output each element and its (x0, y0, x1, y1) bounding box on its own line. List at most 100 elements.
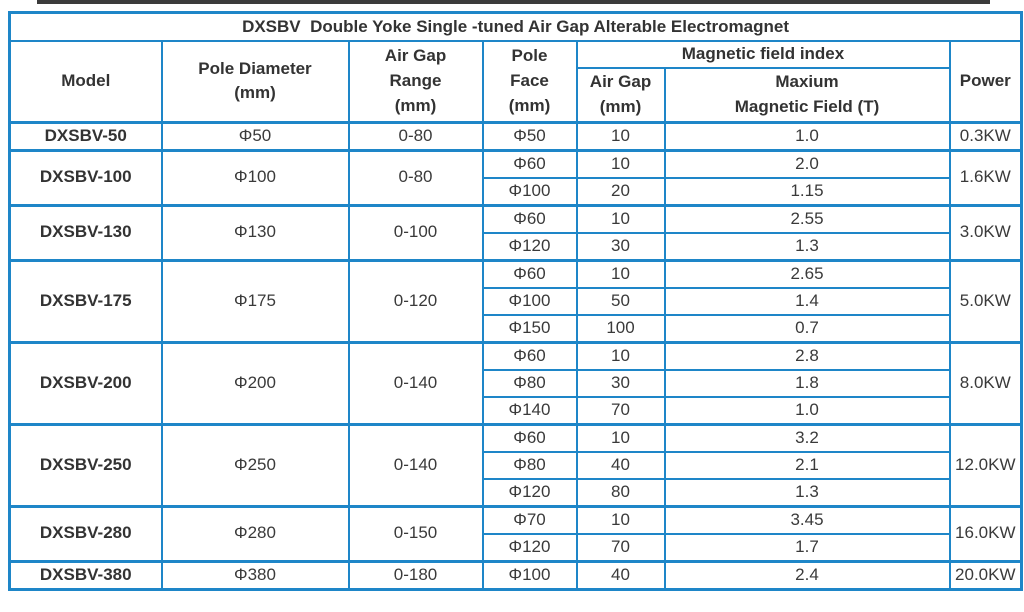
col-header-max-field: Maxium Magnetic Field (T) (663, 66, 951, 124)
electromagnet-spec-table: DXSBV Double Yoke Single -tuned Air Gap … (8, 11, 1024, 591)
pole-face-cell: Φ60 (481, 340, 578, 371)
table-row: DXSBV-130 Φ130 0-100 Φ60 10 2.55 3.0KW (8, 203, 1023, 262)
col-header-model: Model (8, 39, 163, 124)
power-cell: 16.0KW (948, 504, 1023, 563)
air-gap-range-cell: 0-120 (347, 258, 484, 344)
table-row: DXSBV-100 Φ100 0-80 Φ60 10 2.0 1.6KW (8, 148, 1023, 207)
max-field-cell: 2.55 (663, 203, 951, 234)
pole-face-cell: Φ150 (481, 313, 578, 344)
table-row: Φ120 70 1.7 (10, 532, 1022, 563)
power-cell: 20.0KW (948, 559, 1023, 591)
air-gap-cell: 40 (575, 450, 666, 480)
table-row: Φ100 20 1.15 (10, 176, 1022, 207)
pole-face-cell: Φ100 (481, 559, 578, 591)
pole-face-cell: Φ120 (481, 532, 578, 563)
air-gap-cell: 20 (575, 176, 666, 207)
max-field-cell: 2.1 (663, 450, 951, 480)
top-horizontal-rule (37, 0, 990, 4)
air-gap-cell: 70 (575, 395, 666, 426)
model-cell: DXSBV-280 (8, 504, 163, 563)
max-field-cell: 2.0 (663, 148, 951, 179)
model-cell: DXSBV-250 (8, 422, 163, 508)
air-gap-range-cell: 0-80 (347, 148, 484, 207)
pole-face-cell: Φ60 (481, 422, 578, 453)
max-field-cell: 1.7 (663, 532, 951, 563)
table-row: DXSBV-50 Φ50 0-80 Φ50 10 1.0 0.3KW (8, 120, 1023, 152)
col-header-air-gap-range: Air Gap Range (mm) (347, 39, 484, 124)
air-gap-cell: 10 (575, 340, 666, 371)
power-cell: 5.0KW (948, 258, 1023, 344)
power-cell: 1.6KW (948, 148, 1023, 207)
air-gap-cell: 80 (575, 477, 666, 508)
max-field-cell: 1.8 (663, 368, 951, 398)
pole-face-cell: Φ60 (481, 258, 578, 289)
table-row: Φ80 30 1.8 (10, 368, 1022, 398)
air-gap-cell: 10 (575, 504, 666, 535)
pole-face-cell: Φ80 (481, 368, 578, 398)
pole-diameter-cell: Φ50 (160, 120, 350, 152)
pole-face-cell: Φ100 (481, 286, 578, 316)
pole-face-cell: Φ140 (481, 395, 578, 426)
pole-face-cell: Φ120 (481, 231, 578, 262)
col-header-pole-face: Pole Face (mm) (481, 39, 578, 124)
table-row: DXSBV-280 Φ280 0-150 Φ70 10 3.45 16.0KW (8, 504, 1023, 563)
table-body: DXSBV-50 Φ50 0-80 Φ50 10 1.0 0.3KW DXSBV-100 Φ10… (8, 120, 1023, 591)
air-gap-range-cell: 0-100 (347, 203, 484, 262)
max-field-cell: 1.3 (663, 477, 951, 508)
header-row-sub: Air Gap (mm) Maxium Magnetic Field (T) (10, 66, 1022, 124)
pole-diameter-cell: Φ250 (160, 422, 350, 508)
model-cell: DXSBV-200 (8, 340, 163, 426)
max-field-cell: 1.0 (663, 395, 951, 426)
air-gap-cell: 100 (575, 313, 666, 344)
max-field-cell: 1.0 (663, 120, 951, 152)
table-row: DXSBV-380 Φ380 0-180 Φ100 40 2.4 20.0KW (8, 559, 1023, 591)
air-gap-cell: 30 (575, 231, 666, 262)
table-row: Φ100 50 1.4 (10, 286, 1022, 316)
power-cell: 12.0KW (948, 422, 1023, 508)
col-header-power: Power (948, 39, 1023, 124)
power-cell: 3.0KW (948, 203, 1023, 262)
table-row: Φ120 30 1.3 (10, 231, 1022, 262)
max-field-cell: 1.4 (663, 286, 951, 316)
power-cell: 8.0KW (948, 340, 1023, 426)
table-row: DXSBV-175 Φ175 0-120 Φ60 10 2.65 5.0KW (8, 258, 1023, 344)
pole-diameter-cell: Φ100 (160, 148, 350, 207)
max-field-cell: 2.4 (663, 559, 951, 591)
pole-diameter-cell: Φ380 (160, 559, 350, 591)
table-title: DXSBV Double Yoke Single -tuned Air Gap … (8, 11, 1023, 42)
air-gap-range-cell: 0-180 (347, 559, 484, 591)
pole-face-cell: Φ80 (481, 450, 578, 480)
title-row: DXSBV Double Yoke Single -tuned Air Gap … (8, 11, 1023, 42)
air-gap-cell: 50 (575, 286, 666, 316)
model-cell: DXSBV-50 (8, 120, 163, 152)
air-gap-cell: 30 (575, 368, 666, 398)
pole-face-cell: Φ70 (481, 504, 578, 535)
table-row: Φ150 100 0.7 (10, 313, 1022, 344)
col-header-air-gap: Air Gap (mm) (575, 66, 666, 124)
pole-face-cell: Φ50 (481, 120, 578, 152)
max-field-cell: 2.8 (663, 340, 951, 371)
power-cell: 0.3KW (948, 120, 1023, 152)
table-row: Φ80 40 2.1 (10, 450, 1022, 480)
pole-face-cell: Φ60 (481, 203, 578, 234)
air-gap-range-cell: 0-80 (347, 120, 484, 152)
max-field-cell: 3.45 (663, 504, 951, 535)
pole-diameter-cell: Φ130 (160, 203, 350, 262)
pole-diameter-cell: Φ280 (160, 504, 350, 563)
header-row-top: Model Pole Diameter (mm) Air Gap Range (… (8, 39, 1023, 124)
air-gap-cell: 10 (575, 120, 666, 152)
model-cell: DXSBV-380 (8, 559, 163, 591)
table-row: DXSBV-200 Φ200 0-140 Φ60 10 2.8 8.0KW (8, 340, 1023, 426)
air-gap-cell: 10 (575, 148, 666, 179)
col-header-magnetic-field-index: Magnetic field index (575, 40, 951, 69)
max-field-cell: 2.65 (663, 258, 951, 289)
max-field-cell: 1.3 (663, 231, 951, 262)
table-row: DXSBV-250 Φ250 0-140 Φ60 10 3.2 12.0KW (8, 422, 1023, 508)
air-gap-range-cell: 0-150 (347, 504, 484, 563)
max-field-cell: 1.15 (663, 176, 951, 207)
max-field-cell: 0.7 (663, 313, 951, 344)
air-gap-range-cell: 0-140 (347, 422, 484, 508)
pole-face-cell: Φ120 (481, 477, 578, 508)
air-gap-cell: 10 (575, 258, 666, 289)
